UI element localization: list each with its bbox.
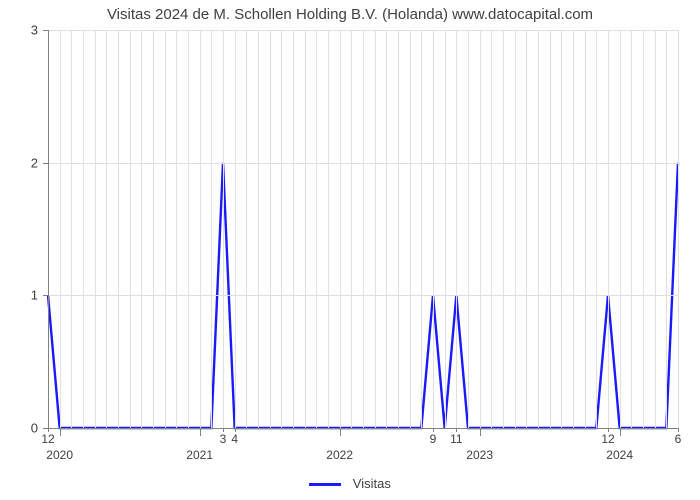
gridline-vertical [480,30,481,428]
gridline-vertical [316,30,317,428]
gridline-vertical [363,30,364,428]
gridline-vertical [666,30,667,428]
gridline-vertical [526,30,527,428]
gridline-vertical [655,30,656,428]
gridline-vertical [468,30,469,428]
legend-swatch [309,483,341,486]
chart-title: Visitas 2024 de M. Schollen Holding B.V.… [0,6,700,23]
gridline-vertical [258,30,259,428]
gridline-vertical [550,30,551,428]
gridline-vertical [596,30,597,428]
gridline-vertical [270,30,271,428]
gridline-vertical [188,30,189,428]
gridline-vertical [281,30,282,428]
gridline-vertical [445,30,446,428]
chart-container: Visitas 2024 de M. Schollen Holding B.V.… [0,0,700,500]
gridline-vertical [515,30,516,428]
gridline-vertical [60,30,61,428]
gridline-vertical [386,30,387,428]
gridline-vertical [398,30,399,428]
gridline-vertical [585,30,586,428]
gridline-vertical [83,30,84,428]
gridline-vertical [235,30,236,428]
gridline-vertical [95,30,96,428]
x-tick-mark [678,428,679,432]
gridline-vertical [211,30,212,428]
x-major-tick-mark [200,428,201,436]
gridline-vertical [141,30,142,428]
gridline-vertical [351,30,352,428]
gridline-vertical [118,30,119,428]
gridline-vertical [165,30,166,428]
gridline-vertical [608,30,609,428]
gridline-vertical [456,30,457,428]
gridline-vertical [106,30,107,428]
gridline-vertical [573,30,574,428]
gridline-vertical [130,30,131,428]
gridline-vertical [503,30,504,428]
gridline-vertical [246,30,247,428]
x-axis-line [48,428,678,429]
legend: Visitas [0,476,700,491]
gridline-vertical [433,30,434,428]
gridline-vertical [375,30,376,428]
gridline-vertical [631,30,632,428]
x-major-tick-mark [340,428,341,436]
gridline-vertical [71,30,72,428]
gridline-vertical [678,30,679,428]
gridline-vertical [421,30,422,428]
plot-area: 0123123491112620202021202220232024 [48,30,678,428]
gridline-vertical [410,30,411,428]
gridline-vertical [176,30,177,428]
gridline-vertical [643,30,644,428]
gridline-vertical [538,30,539,428]
gridline-vertical [328,30,329,428]
gridline-vertical [305,30,306,428]
y-axis-line [48,30,49,428]
x-major-tick-mark [620,428,621,436]
legend-label: Visitas [353,476,391,491]
x-major-tick-mark [60,428,61,436]
gridline-vertical [561,30,562,428]
gridline-vertical [223,30,224,428]
gridline-vertical [153,30,154,428]
gridline-vertical [200,30,201,428]
gridline-vertical [491,30,492,428]
gridline-vertical [340,30,341,428]
x-major-tick-mark [480,428,481,436]
gridline-vertical [620,30,621,428]
gridline-vertical [293,30,294,428]
